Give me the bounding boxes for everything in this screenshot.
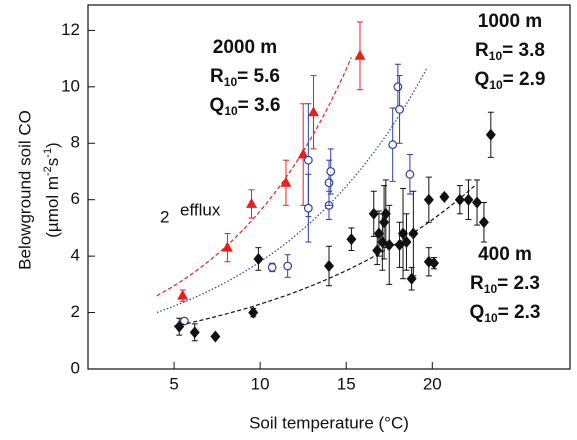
y-axis-label-part: -2	[42, 166, 54, 176]
marker	[189, 326, 200, 339]
x-tick-label: 20	[423, 374, 442, 393]
y-axis-label-part: (µmol m	[43, 176, 62, 238]
y-tick-label: 10	[61, 76, 80, 95]
fit-label-symbol: R	[210, 66, 224, 87]
y-axis-label: (µmol m-2s-1)	[42, 142, 63, 237]
y-tick-label: 8	[71, 133, 80, 152]
marker	[408, 227, 419, 240]
marker	[179, 316, 189, 326]
y-axis-label-part: s	[43, 158, 62, 167]
fit-label: R10= 2.3	[470, 273, 540, 296]
marker	[406, 272, 417, 285]
marker	[326, 167, 336, 176]
marker	[174, 320, 185, 333]
marker	[303, 203, 313, 213]
fit-label-sub: 10	[484, 282, 498, 296]
marker	[398, 227, 409, 240]
fit-label-symbol: Q	[210, 95, 225, 116]
fit-label-value: = 2.9	[503, 69, 546, 90]
fit-label-symbol: Q	[470, 302, 485, 323]
marker	[388, 140, 398, 150]
marker	[372, 244, 383, 257]
fit-curve	[173, 184, 476, 327]
y-axis-label-part: )	[43, 142, 62, 148]
marker	[248, 306, 259, 319]
fit-curve	[156, 57, 352, 297]
marker	[454, 193, 465, 206]
stray-label: efflux	[180, 200, 221, 219]
fit-label: Q10= 3.6	[210, 95, 281, 118]
fit-label-sub: 10	[489, 49, 503, 63]
x-tick-label: 5	[169, 374, 178, 393]
marker	[373, 227, 384, 240]
marker	[354, 49, 366, 60]
fit-label-value: = 3.8	[502, 40, 545, 61]
marker	[297, 148, 309, 159]
marker	[283, 261, 293, 271]
x-tick-label: 15	[337, 374, 356, 393]
series-name: 1000 m	[478, 11, 542, 32]
marker	[324, 260, 334, 273]
x-tick-label: 10	[251, 374, 270, 393]
marker	[324, 178, 334, 188]
y-axis-label: Belowground soil CO	[15, 110, 34, 270]
marker	[384, 238, 395, 251]
marker	[210, 330, 221, 343]
marker	[303, 155, 313, 165]
fit-curve	[156, 67, 428, 313]
fit-label-sub: 10	[224, 75, 238, 89]
marker	[246, 197, 258, 208]
y-tick-label: 12	[61, 20, 80, 39]
stray-subscript: 2	[160, 207, 169, 226]
marker	[423, 193, 434, 206]
y-tick-label: 2	[71, 302, 80, 321]
marker	[393, 82, 403, 92]
marker	[221, 241, 233, 252]
marker	[177, 289, 189, 300]
marker	[463, 193, 474, 206]
series-name: 400 m	[478, 244, 532, 265]
marker	[379, 216, 390, 229]
marker	[380, 207, 391, 220]
fit-label: R10= 5.6	[210, 66, 280, 89]
marker	[405, 169, 415, 179]
series-name: 2000 m	[213, 37, 277, 58]
marker	[485, 128, 496, 141]
fit-label-value: = 2.3	[497, 273, 540, 294]
fit-label-sub: 10	[484, 311, 498, 325]
marker	[439, 190, 450, 203]
plot-frame	[87, 4, 571, 370]
marker	[267, 263, 277, 272]
fit-label-value: = 2.3	[498, 302, 541, 323]
fit-label: R10= 3.8	[475, 40, 545, 63]
marker	[478, 216, 489, 229]
y-tick-label: 6	[71, 189, 80, 208]
fit-label-symbol: Q	[475, 69, 490, 90]
fit-label: Q10= 2.9	[475, 69, 546, 92]
marker	[368, 207, 379, 220]
y-tick-label: 4	[71, 246, 80, 265]
fit-label-symbol: R	[470, 273, 484, 294]
fit-label-symbol: R	[475, 40, 489, 61]
marker	[280, 176, 292, 187]
y-axis-label-part: -1	[42, 148, 54, 158]
marker	[395, 105, 404, 114]
fit-label-value: = 3.6	[238, 95, 281, 116]
fit-label: Q10= 2.3	[470, 302, 541, 325]
marker	[429, 257, 440, 270]
marker	[472, 196, 483, 209]
marker	[401, 236, 412, 249]
marker	[346, 233, 357, 246]
x-axis-label: Soil temperature (°C)	[249, 413, 409, 432]
marker	[308, 106, 320, 117]
fit-label-value: = 5.6	[237, 66, 280, 87]
fit-label-sub: 10	[224, 104, 238, 118]
y-tick-label: 0	[71, 358, 80, 377]
fit-label-sub: 10	[489, 78, 503, 92]
marker	[253, 252, 264, 265]
